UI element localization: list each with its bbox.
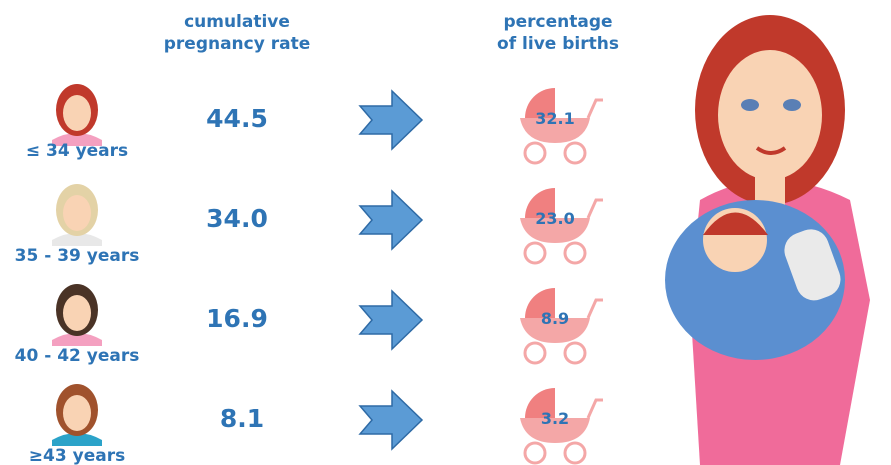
basket (520, 218, 590, 243)
hood (525, 388, 555, 418)
stroller (520, 88, 603, 165)
rate-value: 16.9 (206, 304, 268, 333)
births-title: percentage (503, 12, 612, 32)
shoulders (52, 133, 102, 146)
handle (586, 98, 603, 119)
face-icon (52, 84, 102, 146)
basket (520, 118, 590, 143)
wheel (523, 141, 547, 165)
shoulders (52, 433, 102, 446)
mother-illustration (665, 15, 870, 465)
stroller (520, 388, 603, 465)
wheel (523, 241, 547, 265)
stroller (520, 188, 603, 265)
wheel (563, 341, 587, 365)
rate-title: cumulative (184, 12, 290, 32)
shoulders (52, 233, 102, 246)
rate-value: 34.0 (206, 204, 268, 233)
face (63, 295, 91, 331)
wheel (563, 241, 587, 265)
births-value: 32.1 (535, 109, 574, 128)
face (63, 95, 91, 131)
births-title: of live births (497, 34, 619, 54)
wheel (563, 441, 587, 465)
face-icon (52, 384, 102, 446)
basket (520, 318, 590, 343)
face-icon (52, 284, 102, 346)
births-value: 3.2 (541, 409, 569, 428)
births-value: 23.0 (535, 209, 574, 228)
face (63, 395, 91, 431)
arrow (358, 389, 424, 451)
age-label: ≤ 34 years (26, 141, 128, 161)
age-label: ≥43 years (29, 446, 125, 465)
arrow (358, 289, 424, 351)
hood (525, 288, 555, 318)
births-value: 8.9 (541, 309, 569, 328)
age-label: 35 - 39 years (15, 246, 140, 266)
wheel (523, 341, 547, 365)
arrow (358, 189, 424, 251)
handle (586, 298, 603, 319)
face-icon (52, 184, 102, 246)
wheel (523, 441, 547, 465)
basket (520, 418, 590, 443)
handle (586, 198, 603, 219)
handle (586, 398, 603, 419)
age-label: 40 - 42 years (15, 346, 140, 366)
hood (525, 88, 555, 118)
hood (525, 188, 555, 218)
stroller (520, 288, 603, 365)
face (63, 195, 91, 231)
rate-title: pregnancy rate (164, 34, 311, 54)
shoulders (52, 333, 102, 346)
wheel (563, 141, 587, 165)
arrow (358, 89, 424, 151)
rate-value: 44.5 (206, 104, 268, 133)
rate-value: 8.1 (220, 404, 264, 433)
